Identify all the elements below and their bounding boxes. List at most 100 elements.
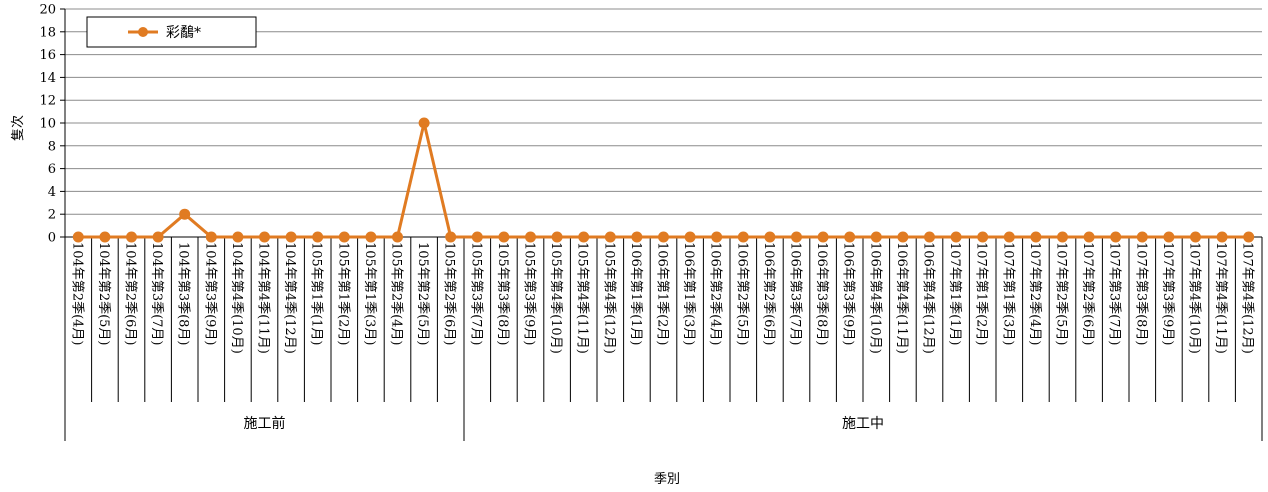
x-tick-label: 106年第2季(4月) <box>708 242 723 346</box>
data-point <box>72 231 84 243</box>
x-tick-label: 107年第4季(12月) <box>1240 242 1255 354</box>
data-point <box>445 231 457 243</box>
x-tick-label: 105年第3季(7月) <box>468 242 483 346</box>
x-tick-label: 105年第4季(10月) <box>548 242 563 354</box>
x-axis-groups: 施工前 施工中 <box>244 402 1263 441</box>
data-point <box>365 231 377 243</box>
x-tick-label: 107年第3季(7月) <box>1107 242 1122 346</box>
y-tick-label: 16 <box>39 48 56 63</box>
data-point <box>126 231 137 243</box>
x-tick-label: 105年第1季(1月) <box>309 242 324 346</box>
x-tick-label: 107年第3季(8月) <box>1133 242 1148 346</box>
x-axis-title: 季別 <box>654 472 680 487</box>
x-tick-label: 106年第1季(1月) <box>628 242 643 346</box>
series-layer <box>72 117 1255 243</box>
data-point <box>312 231 324 243</box>
x-tick-label: 105年第3季(8月) <box>495 242 510 346</box>
data-point <box>658 231 669 243</box>
x-tick-label: 107年第4季(10月) <box>1187 242 1202 354</box>
series-line <box>78 121 1249 239</box>
x-tick-label: 107年第2季(4月) <box>1027 242 1042 346</box>
x-tick-label: 106年第1季(2月) <box>655 242 670 346</box>
data-point <box>232 231 244 243</box>
data-point <box>578 231 590 243</box>
data-point <box>684 231 696 243</box>
x-tick-label: 107年第2季(6月) <box>1080 242 1095 346</box>
x-tick-label: 106年第4季(12月) <box>921 242 936 354</box>
data-point <box>205 231 217 243</box>
data-point <box>551 231 563 243</box>
data-point <box>870 231 882 243</box>
data-point <box>1110 231 1122 243</box>
data-point <box>1216 231 1228 243</box>
x-tick-label: 104年第3季(9月) <box>202 242 217 346</box>
data-point <box>737 231 749 243</box>
data-point <box>418 117 430 129</box>
x-tick-label: 106年第2季(5月) <box>734 242 749 346</box>
y-tick-label: 2 <box>48 208 56 223</box>
data-point <box>498 231 510 243</box>
legend-box <box>86 16 257 48</box>
data-point <box>99 231 111 243</box>
x-tick-label: 105年第2季(6月) <box>442 242 457 346</box>
data-point <box>897 231 909 243</box>
gridlines <box>65 8 1262 215</box>
data-point <box>1030 231 1042 243</box>
x-tick-label: 104年第2季(4月) <box>69 242 84 346</box>
data-point <box>1083 231 1095 243</box>
y-tick-label: 6 <box>48 162 56 177</box>
data-point <box>924 231 935 243</box>
legend-label: 彩鷸* <box>166 25 201 41</box>
x-tick-label: 106年第3季(9月) <box>841 242 856 346</box>
data-point <box>1057 231 1068 243</box>
x-tick-label: 106年第4季(11月) <box>894 242 909 354</box>
y-tick-label: 10 <box>39 117 56 132</box>
data-point <box>152 231 164 243</box>
x-tick-label: 104年第2季(6月) <box>123 242 138 346</box>
legend: 彩鷸* <box>86 16 257 48</box>
x-tick-label: 104年第3季(8月) <box>176 242 191 346</box>
data-point <box>631 231 643 243</box>
data-point <box>259 231 270 243</box>
x-tick-label: 107年第2季(5月) <box>1054 242 1069 346</box>
data-point <box>1136 231 1148 243</box>
x-tick-label: 106年第4季(10月) <box>867 242 882 354</box>
x-tick-label: 104年第4季(10月) <box>229 242 244 354</box>
x-tick-label: 104年第4季(11月) <box>256 242 271 354</box>
x-tick-label: 105年第4季(11月) <box>575 242 590 354</box>
data-point <box>950 231 962 243</box>
group-label: 施工中 <box>842 416 884 432</box>
x-tick-label: 106年第2季(6月) <box>761 242 776 346</box>
y-tick-label: 8 <box>48 139 56 154</box>
y-tick-label: 14 <box>39 71 56 86</box>
y-tick-label: 0 <box>48 231 56 246</box>
y-tick-label: 12 <box>39 94 56 109</box>
x-tick-label: 106年第1季(3月) <box>681 242 696 346</box>
y-tick-label: 4 <box>48 185 56 200</box>
data-point <box>338 231 350 243</box>
x-tick-label: 105年第3季(9月) <box>522 242 537 346</box>
data-point <box>179 208 191 220</box>
x-tick-label: 105年第1季(2月) <box>335 242 350 346</box>
data-point <box>764 231 776 243</box>
x-tick-label: 105年第2季(4月) <box>389 242 404 346</box>
y-tick-label: 18 <box>39 25 56 40</box>
data-point <box>285 231 297 243</box>
data-point <box>711 231 723 243</box>
axes <box>64 9 1262 441</box>
data-point <box>977 231 989 243</box>
x-tick-label: 107年第3季(9月) <box>1160 242 1175 346</box>
x-tick-label: 104年第3季(7月) <box>149 242 164 346</box>
x-tick-label: 104年第2季(5月) <box>96 242 111 346</box>
data-point <box>471 231 483 243</box>
x-tick-label: 107年第1季(1月) <box>947 242 962 346</box>
x-tick-label: 107年第1季(3月) <box>1000 242 1015 346</box>
data-point <box>525 231 536 243</box>
data-point <box>844 231 856 243</box>
y-tick-label: 20 <box>39 3 56 18</box>
legend-swatch-marker <box>138 27 148 37</box>
x-tick-label: 106年第3季(7月) <box>788 242 803 346</box>
x-axis-categories: 104年第2季(4月) 104年第2季(5月) 104年第2季(6月) 104年第3季… <box>64 237 1263 402</box>
x-tick-label: 105年第1季(3月) <box>362 242 377 346</box>
